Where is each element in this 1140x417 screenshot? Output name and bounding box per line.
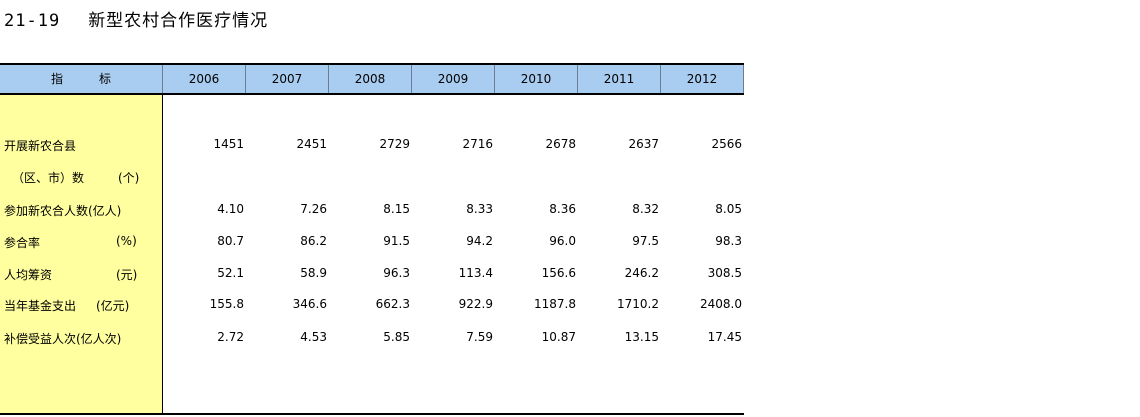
row-label-text: 参合率: [4, 236, 41, 250]
table-cell: 4.10: [217, 202, 244, 216]
table-cell: 2716: [462, 137, 493, 151]
table-cell: 86.2: [300, 234, 327, 248]
row-label-text: 参加新农合人数(亿人): [4, 204, 122, 218]
table-cell: 8.32: [632, 202, 659, 216]
statistics-table: 指标 2006 2007 2008 2009 2010 2011 2012 开展新农合县 14…: [0, 63, 744, 415]
table-cell: 97.5: [632, 234, 659, 248]
year-header-2007: 2007: [246, 65, 329, 93]
year-header-2009: 2009: [412, 65, 495, 93]
table-cell: 8.36: [549, 202, 576, 216]
table-cell: 2566: [711, 137, 742, 151]
row-label-text: 补偿受益人次(亿人次): [4, 332, 122, 346]
row-label: 参合率 (%): [4, 234, 137, 251]
table-cell: 2.72: [217, 330, 244, 344]
year-header-2012: 2012: [661, 65, 744, 93]
year-header-2008: 2008: [329, 65, 412, 93]
stub-header: 指标: [0, 65, 163, 93]
table-cell: 2451: [296, 137, 327, 151]
table-number: 21-19: [4, 11, 61, 31]
table-cell: 94.2: [466, 234, 493, 248]
table-title: 新型农村合作医疗情况: [88, 11, 269, 31]
table-cell: 17.45: [707, 330, 742, 344]
table-cell: 662.3: [375, 297, 410, 311]
table-cell: 2637: [628, 137, 659, 151]
row-label: 开展新农合县: [4, 137, 76, 154]
page-title: 21-19 新型农村合作医疗情况: [4, 6, 268, 31]
table-cell: 2729: [379, 137, 410, 151]
stub-column: [0, 95, 163, 415]
row-label-text: （区、市）数: [12, 171, 85, 185]
table-cell: 96.0: [549, 234, 576, 248]
row-label: （区、市）数 (个): [4, 169, 139, 186]
year-header-2010: 2010: [495, 65, 578, 93]
year-header-2011: 2011: [578, 65, 661, 93]
table-cell: 10.87: [541, 330, 576, 344]
table-cell: 96.3: [383, 266, 410, 280]
row-unit: (%): [116, 234, 137, 248]
table-cell: 98.3: [715, 234, 742, 248]
table-cell: 246.2: [624, 266, 659, 280]
table-cell: 91.5: [383, 234, 410, 248]
table-cell: 80.7: [217, 234, 244, 248]
row-label-text: 开展新农合县: [4, 139, 77, 153]
table-cell: 346.6: [292, 297, 327, 311]
table-bottom-rule: [0, 413, 744, 415]
table-cell: 2408.0: [700, 297, 742, 311]
table-header: 指标 2006 2007 2008 2009 2010 2011 2012: [0, 63, 744, 95]
row-label: 补偿受益人次(亿人次): [4, 330, 121, 347]
table-cell: 7.59: [466, 330, 493, 344]
row-label: 当年基金支出 (亿元): [4, 297, 129, 314]
row-unit: (元): [116, 268, 138, 282]
table-cell: 8.15: [383, 202, 410, 216]
table-cell: 52.1: [217, 266, 244, 280]
table-cell: 113.4: [458, 266, 493, 280]
table-cell: 308.5: [707, 266, 742, 280]
row-label: 参加新农合人数(亿人): [4, 202, 121, 219]
table-cell: 13.15: [624, 330, 659, 344]
table-cell: 4.53: [300, 330, 327, 344]
row-unit: (亿元): [96, 299, 130, 313]
year-header-2006: 2006: [163, 65, 246, 93]
table-cell: 155.8: [209, 297, 244, 311]
table-cell: 8.33: [466, 202, 493, 216]
table-cell: 922.9: [458, 297, 493, 311]
table-cell: 156.6: [541, 266, 576, 280]
table-cell: 1187.8: [534, 297, 576, 311]
table-cell: 7.26: [300, 202, 327, 216]
table-cell: 5.85: [383, 330, 410, 344]
table-cell: 8.05: [715, 202, 742, 216]
table-cell: 1451: [213, 137, 244, 151]
row-label-text: 人均筹资: [4, 268, 53, 282]
table-cell: 1710.2: [617, 297, 659, 311]
row-unit: (个): [118, 171, 140, 185]
row-label: 人均筹资 (元): [4, 266, 137, 283]
table-cell: 2678: [545, 137, 576, 151]
row-label-text: 当年基金支出: [4, 299, 77, 313]
table-cell: 58.9: [300, 266, 327, 280]
